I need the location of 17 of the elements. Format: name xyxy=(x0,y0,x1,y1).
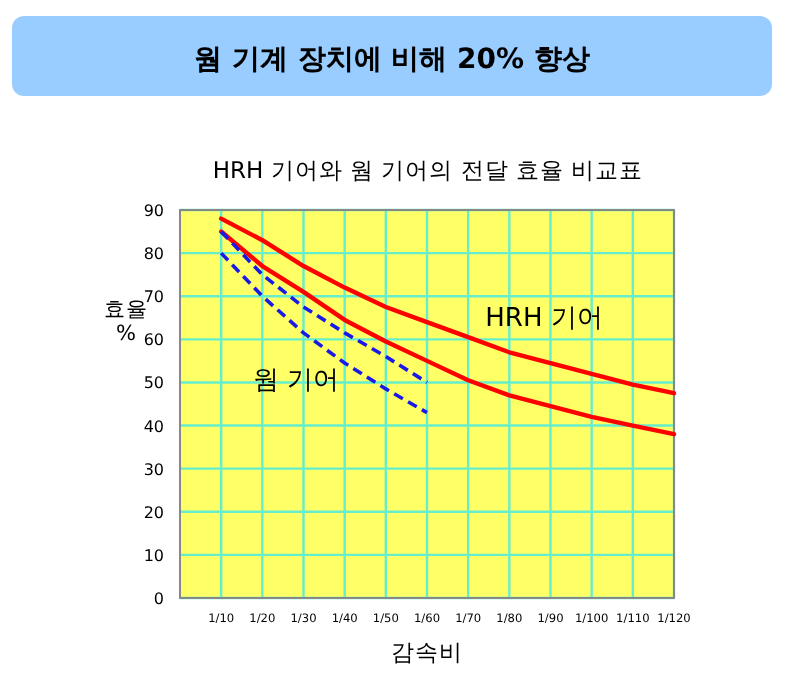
y-tick-label: 70 xyxy=(143,288,164,307)
chart-subtitle: HRH 기어와 웜 기어의 전달 효율 비교표 xyxy=(212,156,644,184)
line-series xyxy=(218,229,677,437)
line-series xyxy=(218,216,677,396)
y-tick-label: 10 xyxy=(143,546,164,565)
chart-title: 웜 기계 장치에 비해 20% 향상 xyxy=(194,44,590,76)
line-series xyxy=(219,251,429,415)
y-tick-label: 20 xyxy=(143,503,164,522)
y-tick-label: 90 xyxy=(143,202,164,220)
x-axis-title: 감속비 xyxy=(391,638,463,666)
y-tick-label: 40 xyxy=(143,417,164,436)
y-axis-title: 효율 % xyxy=(104,298,148,346)
y-tick-label: 0 xyxy=(153,590,164,608)
y-tick-label: 80 xyxy=(143,245,164,264)
y-tick-label: 60 xyxy=(143,331,164,350)
y-tick-label: 30 xyxy=(143,460,164,479)
y-tick-label: 50 xyxy=(143,374,164,393)
